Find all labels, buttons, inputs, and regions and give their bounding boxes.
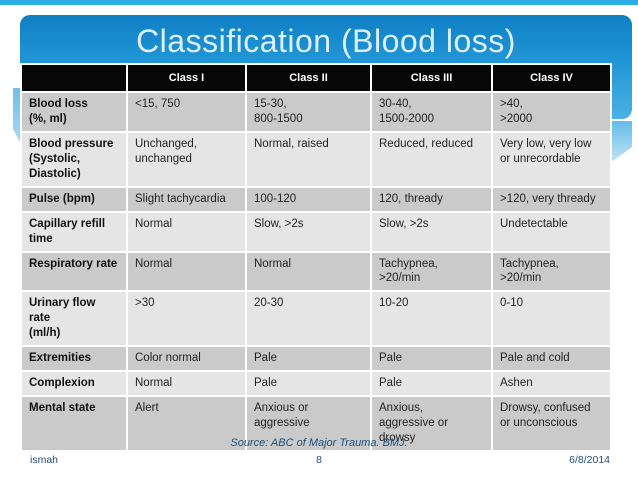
slide-title: Classification (Blood loss) (136, 23, 516, 59)
row-label: Respiratory rate (22, 252, 126, 291)
row-label: Mental state (22, 397, 126, 450)
table-row: Capillary refill time Normal Slow, >2s Slow… (22, 212, 610, 251)
table-cell: 0-10 (493, 292, 610, 346)
table-cell: Pale and cold (493, 347, 610, 371)
table-cell: Color normal (128, 347, 245, 371)
column-header: Class IV (493, 65, 610, 91)
table-row: Blood pressure (Systolic, Diastolic) Unch… (22, 132, 610, 186)
table-cell: Slow, >2s (372, 212, 491, 251)
row-label: Urinary flow rate (ml/h) (22, 292, 126, 346)
table-cell: Pale (372, 372, 491, 396)
table-row: Urinary flow rate (ml/h) >30 20-30 10-20 0-1… (22, 292, 610, 346)
table-body: Blood loss (%, ml) <15, 750 15-30, 800-150… (22, 93, 610, 450)
table-row: Blood loss (%, ml) <15, 750 15-30, 800-150… (22, 93, 610, 131)
table-cell: 30-40, 1500-2000 (372, 93, 491, 131)
table-header-row: Class I Class II Class III Class IV (22, 65, 610, 91)
table-row: Complexion Normal Pale Pale Ashen (22, 372, 610, 396)
table-cell: Pale (247, 372, 370, 396)
table-cell: Alert (128, 397, 245, 450)
table-cell: >120, very thready (493, 187, 610, 211)
footer-date: 6/8/2014 (569, 454, 610, 466)
footer-author: ismah (30, 454, 59, 466)
row-label: Blood pressure (Systolic, Diastolic) (22, 132, 126, 186)
table-cell: Normal (128, 212, 245, 251)
column-header (22, 65, 126, 91)
column-header: Class III (372, 65, 491, 91)
table-cell: Drowsy, confused or unconscious (493, 397, 610, 450)
table-cell: >40, >2000 (493, 93, 610, 131)
table-cell: 10-20 (372, 292, 491, 346)
table-row: Extremities Color normal Pale Pale Pale and … (22, 347, 610, 371)
table-cell: <15, 750 (128, 93, 245, 131)
table-cell: Normal (128, 372, 245, 396)
table-cell: 100-120 (247, 187, 370, 211)
column-header: Class I (128, 65, 245, 91)
left-ribbon-flap (13, 88, 20, 142)
row-label: Capillary refill time (22, 212, 126, 251)
table-cell: Normal (128, 252, 245, 291)
footer-page-number: 8 (316, 454, 322, 466)
table-cell: Anxious, aggressive or drowsy (372, 397, 491, 450)
table-cell: Tachypnea, >20/min (372, 252, 491, 291)
source-citation: Source: ABC of Major Trauma. BMJ. (230, 437, 408, 449)
row-label: Blood loss (%, ml) (22, 93, 126, 131)
table-cell: Normal, raised (247, 132, 370, 186)
table-cell: Ashen (493, 372, 610, 396)
table-container: Class I Class II Class III Class IV Blood l… (20, 63, 612, 452)
table-cell: 20-30 (247, 292, 370, 346)
row-label: Extremities (22, 347, 126, 371)
table-row: Mental state Alert Anxious or aggressive An… (22, 397, 610, 450)
table-cell: Slow, >2s (247, 212, 370, 251)
row-label: Complexion (22, 372, 126, 396)
table-cell: Tachypnea, >20/min (493, 252, 610, 291)
table-cell: Normal (247, 252, 370, 291)
table-cell: 120, thready (372, 187, 491, 211)
table-cell: 15-30, 800-1500 (247, 93, 370, 131)
table-cell: Anxious or aggressive (247, 397, 370, 450)
right-ribbon-flap (610, 121, 632, 163)
table-cell: Slight tachycardia (128, 187, 245, 211)
table-cell: Pale (372, 347, 491, 371)
row-label: Pulse (bpm) (22, 187, 126, 211)
table-cell: >30 (128, 292, 245, 346)
table-row: Pulse (bpm) Slight tachycardia 100-120 120,… (22, 187, 610, 211)
table-cell: Pale (247, 347, 370, 371)
table-cell: Unchanged, unchanged (128, 132, 245, 186)
table-cell: Undetectable (493, 212, 610, 251)
table-cell: Reduced, reduced (372, 132, 491, 186)
top-accent-strip (0, 0, 638, 5)
table-cell: Very low, very low or unrecordable (493, 132, 610, 186)
table-row: Respiratory rate Normal Normal Tachypnea, >… (22, 252, 610, 291)
classification-table: Class I Class II Class III Class IV Blood l… (20, 63, 612, 452)
column-header: Class II (247, 65, 370, 91)
